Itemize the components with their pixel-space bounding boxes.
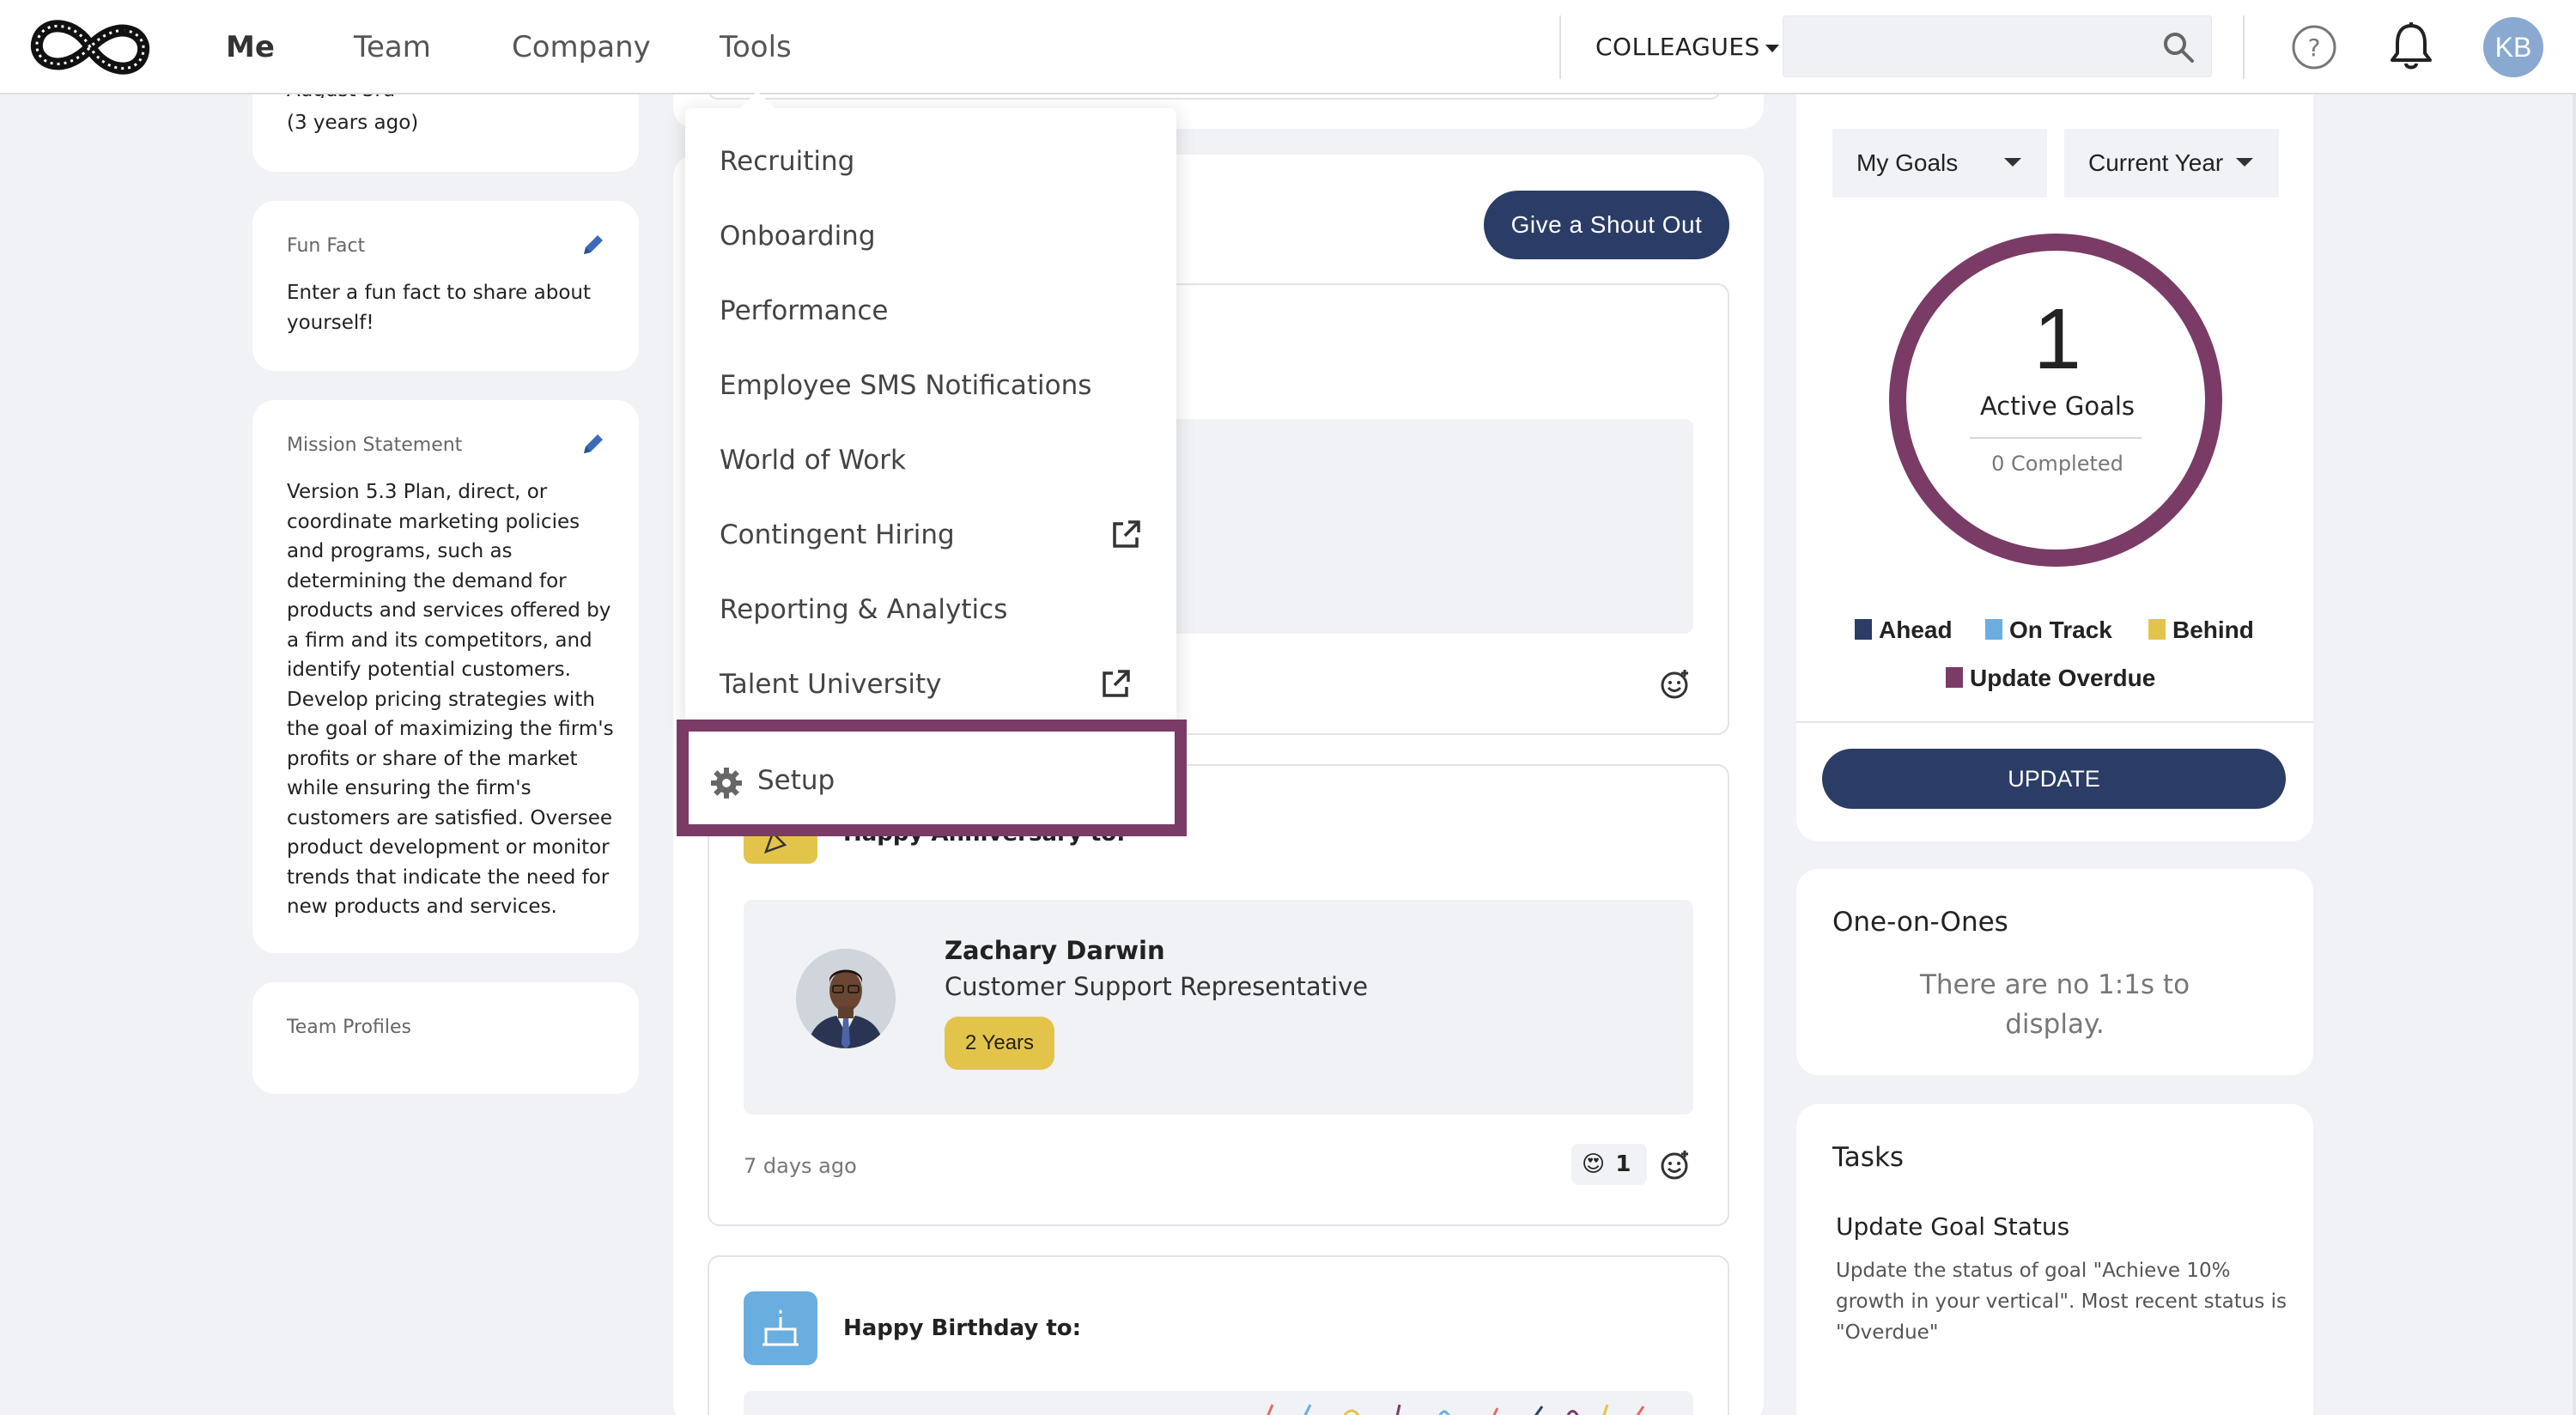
svg-text:?: ? bbox=[2308, 33, 2321, 62]
company-logo-icon[interactable] bbox=[29, 12, 151, 82]
nav-divider bbox=[2243, 15, 2245, 79]
person-avatar[interactable] bbox=[795, 948, 896, 1049]
anniversary-ago: (3 years ago) bbox=[287, 112, 419, 134]
years-badge: 2 Years bbox=[945, 1017, 1054, 1070]
page-scrollbar[interactable] bbox=[2573, 94, 2576, 1415]
person-card: Zachary Darwin Customer Support Represen… bbox=[744, 900, 1693, 1114]
caret-down-icon bbox=[1765, 44, 1779, 52]
pencil-icon[interactable] bbox=[580, 431, 606, 457]
dropdown-arrow bbox=[738, 91, 776, 110]
help-icon[interactable]: ? bbox=[2291, 24, 2337, 70]
bell-icon[interactable] bbox=[2387, 21, 2435, 72]
external-link-icon[interactable] bbox=[1109, 519, 1142, 551]
period-filter-label: Current Year bbox=[2088, 149, 2224, 176]
task-title[interactable]: Update Goal Status bbox=[1836, 1212, 2070, 1241]
person-title: Customer Support Representative bbox=[945, 972, 1369, 1001]
goals-filter-label: My Goals bbox=[1856, 149, 1959, 176]
team-profiles-card[interactable]: Team Profiles bbox=[252, 982, 639, 1094]
menu-item-reporting-analytics[interactable]: Reporting & Analytics bbox=[720, 594, 1008, 625]
period-filter-dropdown[interactable]: Current Year bbox=[2064, 129, 2279, 197]
person-name: Zachary Darwin bbox=[945, 936, 1165, 965]
gear-icon bbox=[711, 768, 742, 799]
mission-card: Mission Statement Version 5.3 Plan, dire… bbox=[252, 400, 639, 953]
menu-item-talent-university[interactable]: Talent University bbox=[720, 669, 942, 700]
cake-icon bbox=[744, 1291, 817, 1365]
search-box bbox=[1783, 15, 2212, 77]
legend-behind: Behind bbox=[2148, 613, 2254, 647]
birthday-heading: Happy Birthday to: bbox=[843, 1315, 1082, 1341]
menu-item-recruiting[interactable]: Recruiting bbox=[720, 146, 855, 177]
menu-item-performance[interactable]: Performance bbox=[720, 295, 889, 326]
nav-team[interactable]: Team bbox=[354, 30, 431, 64]
nav-company[interactable]: Company bbox=[512, 30, 651, 64]
menu-item-world-of-work[interactable]: World of Work bbox=[720, 445, 906, 476]
one-on-ones-title: One-on-Ones bbox=[1832, 907, 2008, 938]
legend-update-overdue: Update Overdue bbox=[1946, 661, 2155, 695]
tasks-card: Tasks Update Goal Status Update the stat… bbox=[1796, 1104, 2313, 1415]
anniversary-post: Happy Anniversary to: Zachary Darwin Cus… bbox=[708, 764, 1729, 1226]
external-link-icon[interactable] bbox=[1099, 668, 1132, 701]
colleagues-dropdown[interactable]: COLLEAGUES bbox=[1595, 26, 1779, 69]
goals-ring-chart bbox=[1889, 234, 2222, 567]
active-goals-count: 1 bbox=[2033, 291, 2081, 387]
user-avatar[interactable]: KB bbox=[2483, 17, 2543, 77]
menu-item-onboarding[interactable]: Onboarding bbox=[720, 221, 876, 252]
mission-label: Mission Statement bbox=[287, 434, 463, 456]
task-description: Update the status of goal "Achieve 10% g… bbox=[1836, 1260, 2287, 1344]
legend-ahead: Ahead bbox=[1855, 613, 1953, 647]
nav-divider bbox=[1559, 15, 1561, 79]
active-goals-label: Active Goals bbox=[1979, 392, 2136, 421]
legend-on-track: On Track bbox=[1985, 613, 2112, 647]
birthday-content bbox=[744, 1391, 1693, 1415]
setup-label: Setup bbox=[757, 765, 835, 796]
give-shout-out-button[interactable]: Give a Shout Out bbox=[1484, 191, 1729, 259]
pencil-icon[interactable] bbox=[580, 232, 606, 258]
add-reaction-icon[interactable] bbox=[1657, 666, 1692, 701]
heart-eyes-emoji: 😍 bbox=[1582, 1151, 1606, 1177]
fun-fact-card: Fun Fact Enter a fun fact to share about… bbox=[252, 201, 639, 371]
one-on-ones-card: One-on-Ones There are no 1:1s to display… bbox=[1796, 869, 2313, 1075]
menu-item-employee-sms[interactable]: Employee SMS Notifications bbox=[720, 370, 1092, 401]
fun-fact-label: Fun Fact bbox=[287, 235, 366, 257]
tools-dropdown-menu: Recruiting Onboarding Performance Employ… bbox=[685, 108, 1176, 726]
colleagues-label: COLLEAGUES bbox=[1595, 33, 1760, 61]
menu-item-contingent-hiring[interactable]: Contingent Hiring bbox=[720, 519, 955, 550]
mission-text: Version 5.3 Plan, direct, or coordinate … bbox=[287, 481, 614, 918]
goals-ring bbox=[1889, 234, 2222, 567]
nav-tools[interactable]: Tools bbox=[720, 30, 792, 64]
birthday-post: Happy Birthday to: bbox=[708, 1255, 1729, 1415]
team-profiles-label: Team Profiles bbox=[287, 1017, 412, 1038]
confetti-icon bbox=[1267, 1404, 1645, 1415]
fun-fact-text: Enter a fun fact to share about yourself… bbox=[287, 282, 592, 334]
nav-me[interactable]: Me bbox=[226, 30, 275, 64]
completed-goals-label: 0 Completed bbox=[1991, 452, 2123, 476]
caret-down-icon bbox=[2236, 158, 2253, 167]
reaction-chip[interactable]: 😍 1 bbox=[1571, 1144, 1647, 1185]
search-icon[interactable] bbox=[2161, 30, 2196, 64]
top-nav: Me Team Company Tools COLLEAGUES ? KB bbox=[0, 0, 2576, 94]
goals-filter-dropdown[interactable]: My Goals bbox=[1832, 129, 2047, 197]
menu-item-setup[interactable]: Setup bbox=[677, 720, 1187, 836]
search-input[interactable] bbox=[1797, 25, 2141, 70]
caret-down-icon bbox=[2004, 158, 2021, 167]
reaction-count: 1 bbox=[1615, 1151, 1631, 1177]
tasks-title: Tasks bbox=[1832, 1142, 1905, 1173]
add-reaction-icon[interactable] bbox=[1657, 1147, 1692, 1181]
one-on-ones-empty: There are no 1:1s to display. bbox=[1919, 969, 2190, 1040]
update-goals-button[interactable]: UPDATE bbox=[1822, 749, 2286, 809]
post-time: 7 days ago bbox=[744, 1154, 857, 1178]
